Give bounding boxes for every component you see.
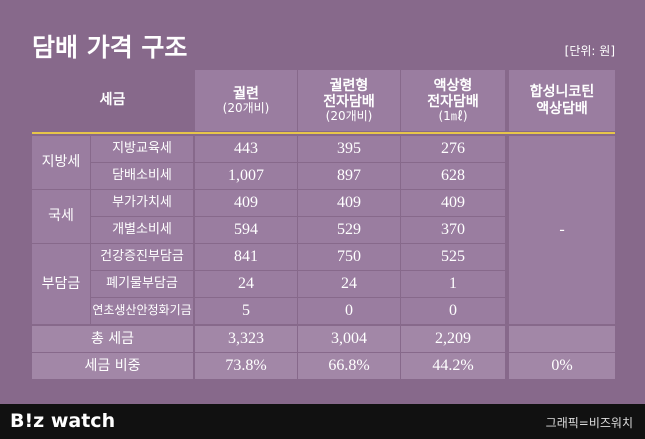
value-cell: 841 (195, 244, 297, 270)
value-cell: 409 (401, 190, 505, 216)
value-cell: 0 (401, 298, 505, 324)
value-cell: 5 (195, 298, 297, 324)
header-line: 궐련형 (329, 77, 369, 94)
header-line: (20개비) (222, 100, 270, 115)
value-cell: 628 (401, 163, 505, 189)
logo: B!z watch (10, 410, 115, 432)
value-cell: 409 (195, 190, 297, 216)
value-cell: 276 (401, 136, 505, 162)
value-cell: 529 (298, 217, 400, 243)
item-label: 담배소비세 (91, 163, 193, 189)
logo-left: B!z (10, 410, 45, 432)
header-rule (32, 132, 615, 134)
column-header: 궐련형 전자담배 (20개비) (298, 70, 400, 131)
value-cell: 1 (401, 271, 505, 297)
footer-bar (0, 404, 645, 439)
value-cell: 24 (195, 271, 297, 297)
synthetic-cell: - (509, 136, 615, 324)
ratio-row-value: 44.2% (401, 353, 505, 379)
ratio-row-value: 0% (509, 353, 615, 379)
column-header: 궐련 (20개비) (195, 70, 297, 131)
header-line: 전자담배 (323, 93, 375, 110)
total-row-blank (509, 326, 615, 352)
total-row-value: 2,209 (401, 326, 505, 352)
group-label: 부담금 (32, 244, 90, 324)
header-line: (1㎖) (438, 108, 468, 123)
value-cell: 24 (298, 271, 400, 297)
item-label: 지방교육세 (91, 136, 193, 162)
group-label: 지방세 (32, 136, 90, 189)
header-line: 액상형 (433, 77, 473, 94)
value-cell: 594 (195, 217, 297, 243)
item-label: 부가가치세 (91, 190, 193, 216)
value-cell: 750 (298, 244, 400, 270)
value-cell: 443 (195, 136, 297, 162)
item-label: 연초생산안정화기금 (91, 298, 193, 324)
item-label: 건강증진부담금 (91, 244, 193, 270)
value-cell: 0 (298, 298, 400, 324)
header-line: 궐련 (233, 85, 259, 102)
column-header: 액상형 전자담배 (1㎖) (401, 70, 505, 131)
item-label: 개별소비세 (91, 217, 193, 243)
header-line: 액상담배 (536, 100, 588, 117)
header-line: 합성니코틴 (529, 84, 595, 101)
column-header: 세금 (32, 70, 193, 131)
ratio-row-label: 세금 비중 (32, 353, 193, 379)
logo-right: watch (50, 410, 116, 432)
value-cell: 395 (298, 136, 400, 162)
value-cell: 1,007 (195, 163, 297, 189)
ratio-row-value: 73.8% (195, 353, 297, 379)
ratio-row-value: 66.8% (298, 353, 400, 379)
group-label: 국세 (32, 190, 90, 243)
header-line: (20개비) (325, 108, 373, 123)
value-cell: 370 (401, 217, 505, 243)
credit: 그래픽=비즈워치 (545, 416, 633, 430)
unit: [단위: 원] (564, 44, 615, 58)
total-row-value: 3,004 (298, 326, 400, 352)
total-row-value: 3,323 (195, 326, 297, 352)
value-cell: 525 (401, 244, 505, 270)
header-line: 세금 (99, 92, 126, 109)
item-label: 폐기물부담금 (91, 271, 193, 297)
value-cell: 897 (298, 163, 400, 189)
value-cell: 409 (298, 190, 400, 216)
total-row-label: 총 세금 (32, 326, 193, 352)
column-header: 합성니코틴 액상담배 (509, 70, 615, 131)
title: 담배 가격 구조 (32, 33, 188, 62)
header-line: 전자담배 (427, 93, 479, 110)
